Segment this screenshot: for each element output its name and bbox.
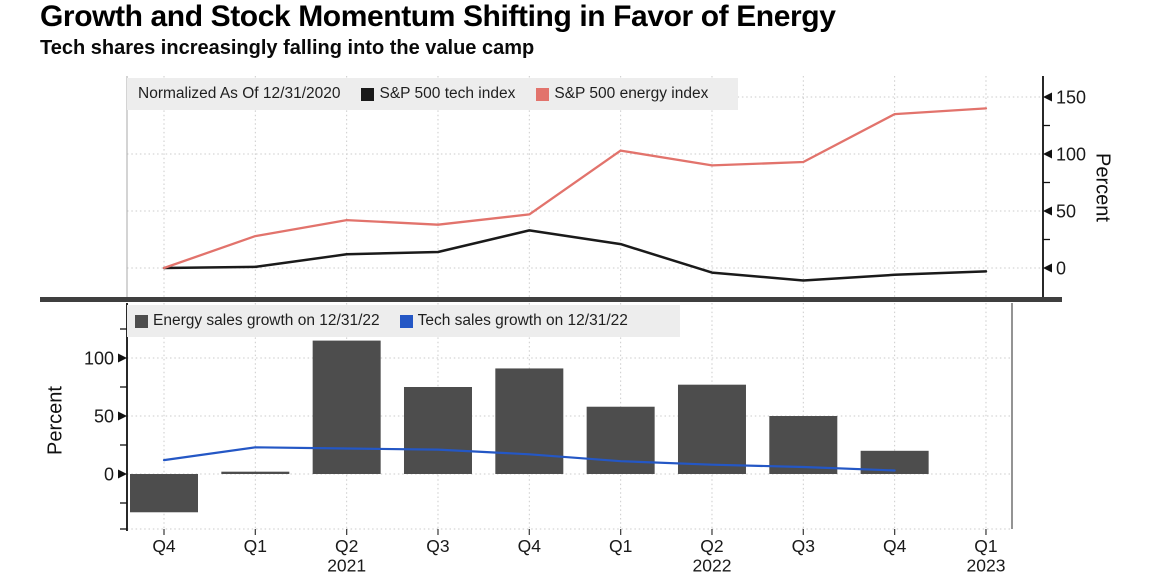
- tech-sales-swatch-icon: [399, 314, 413, 328]
- year-label: 2022: [693, 556, 732, 574]
- legend-label-energy-sales: Energy sales growth on 12/31/22: [153, 312, 380, 329]
- x-tick-label: Q4: [883, 536, 907, 556]
- energy-sales-bar: [130, 474, 198, 513]
- year-label: 2021: [327, 556, 366, 574]
- energy-sales-bar: [221, 471, 290, 474]
- tech-index-line: [162, 229, 988, 282]
- y-tick-major: [1043, 149, 1052, 159]
- y-tick-major: [118, 353, 127, 363]
- x-tick-label: Q1: [244, 536, 267, 556]
- legend-label-energy-index: S&P 500 energy index: [554, 85, 709, 102]
- y-tick-label: 0: [1056, 259, 1066, 279]
- x-tick-label: Q2: [335, 536, 358, 556]
- energy-sales-bar: [403, 387, 472, 474]
- top-chart-legend: Normalized As Of 12/31/2020 S&P 500 tech…: [127, 78, 738, 110]
- x-tick-label: Q4: [152, 536, 176, 556]
- y-tick-label: 100: [1056, 145, 1086, 165]
- bottom-chart-y-axis-title: Percent: [44, 386, 67, 455]
- energy-sales-swatch-icon: [135, 314, 148, 328]
- legend-label-tech-index: S&P 500 tech index: [379, 85, 516, 102]
- legend-item-tech-index: S&P 500 tech index: [361, 85, 515, 103]
- x-tick-label: Q3: [792, 536, 815, 556]
- x-tick-label: Q4: [518, 536, 542, 556]
- top-chart-y-axis-title: Percent: [1091, 153, 1114, 222]
- x-tick-label: Q1: [974, 536, 997, 556]
- energy-index-swatch-icon: [536, 87, 550, 101]
- y-tick-major: [1043, 206, 1052, 216]
- y-tick-label: 0: [104, 465, 114, 485]
- legend-item-energy-index: S&P 500 energy index: [536, 85, 708, 103]
- energy-index-line: [162, 107, 988, 270]
- legend-item-tech-sales: Tech sales growth on 12/31/22: [399, 312, 628, 330]
- year-label: 2023: [967, 556, 1006, 574]
- x-tick-label: Q3: [426, 536, 449, 556]
- page-title: Growth and Stock Momentum Shifting in Fa…: [40, 0, 836, 33]
- energy-sales-bar: [586, 406, 655, 474]
- tech-sales-line: [162, 446, 896, 472]
- legend-item-energy-sales: Energy sales growth on 12/31/22: [135, 312, 380, 330]
- x-tick-label: Q1: [609, 536, 632, 556]
- legend-label-tech-sales: Tech sales growth on 12/31/22: [417, 312, 628, 329]
- y-tick-label: 50: [94, 407, 114, 427]
- tech-index-swatch-icon: [361, 87, 375, 101]
- page-subtitle: Tech shares increasingly falling into th…: [40, 37, 535, 59]
- energy-sales-bar: [677, 384, 746, 474]
- y-tick-major: [1043, 92, 1052, 102]
- energy-sales-bar: [769, 416, 838, 474]
- y-tick-major: [118, 469, 127, 479]
- y-tick-major: [118, 411, 127, 421]
- energy-sales-bar: [495, 368, 564, 474]
- y-tick-major: [1043, 263, 1052, 273]
- chart-divider: [40, 297, 1062, 302]
- normalization-note: Normalized As Of 12/31/2020: [138, 85, 341, 102]
- y-tick-label: 150: [1056, 88, 1086, 108]
- y-tick-label: 100: [84, 349, 114, 369]
- y-tick-label: 50: [1056, 202, 1076, 222]
- energy-sales-bar: [312, 340, 381, 474]
- bottom-chart-legend: Energy sales growth on 12/31/22 Tech sal…: [127, 305, 680, 337]
- energy-sales-bar: [860, 450, 929, 474]
- x-tick-label: Q2: [700, 536, 723, 556]
